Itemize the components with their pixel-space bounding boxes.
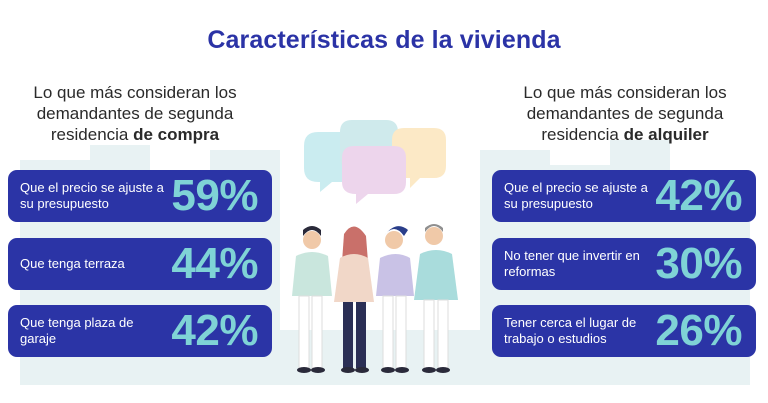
stat-percent: 26% bbox=[655, 306, 742, 355]
stat-percent: 42% bbox=[655, 171, 742, 220]
right-heading: Lo que más consideran los demandantes de… bbox=[500, 82, 750, 145]
stat-percent: 30% bbox=[655, 239, 742, 288]
right-heading-line2: demandantes de segunda bbox=[526, 104, 724, 123]
left-heading-line2: demandantes de segunda bbox=[36, 104, 234, 123]
stat-label: Que tenga terraza bbox=[20, 256, 125, 271]
right-heading-line1: Lo que más consideran los bbox=[523, 83, 727, 102]
right-heading-prefix: residencia bbox=[541, 125, 624, 144]
left-heading-line1: Lo que más consideran los bbox=[33, 83, 237, 102]
stat-percent: 44% bbox=[171, 239, 258, 288]
right-stat-card-workplace: Tener cerca el lugar de trabajo o estudi… bbox=[492, 305, 756, 357]
left-stat-card-price: Que el precio se ajuste a su presupuesto… bbox=[8, 170, 272, 222]
stat-percent: 59% bbox=[171, 171, 258, 220]
stat-percent: 42% bbox=[171, 306, 258, 355]
people-group-illustration bbox=[292, 120, 458, 373]
left-stat-card-garage: Que tenga plaza de garaje 42% bbox=[8, 305, 272, 357]
stat-label: Tener cerca el lugar de trabajo o estudi… bbox=[504, 315, 637, 346]
right-stat-card-renovations: No tener que invertir en reformas 30% bbox=[492, 238, 756, 290]
stat-label: Que el precio se ajuste a su presupuesto bbox=[504, 180, 648, 211]
stat-label: Que el precio se ajuste a su presupuesto bbox=[20, 180, 164, 211]
right-heading-line3: residencia de alquiler bbox=[500, 124, 750, 145]
speech-bubble-icon bbox=[304, 120, 446, 204]
left-stat-card-terrace: Que tenga terraza 44% bbox=[8, 238, 272, 290]
left-heading-bold: de compra bbox=[133, 125, 220, 144]
left-heading-prefix: residencia bbox=[50, 125, 134, 144]
right-heading-bold: de alquiler bbox=[623, 125, 709, 144]
left-heading: Lo que más consideran los demandantes de… bbox=[10, 82, 260, 145]
stat-label: No tener que invertir en reformas bbox=[504, 248, 640, 279]
page-title: Características de la vivienda bbox=[207, 26, 561, 54]
left-heading-line3: residencia de compra bbox=[10, 124, 260, 145]
right-stat-card-price: Que el precio se ajuste a su presupuesto… bbox=[492, 170, 756, 222]
stat-label: Que tenga plaza de garaje bbox=[20, 315, 134, 346]
